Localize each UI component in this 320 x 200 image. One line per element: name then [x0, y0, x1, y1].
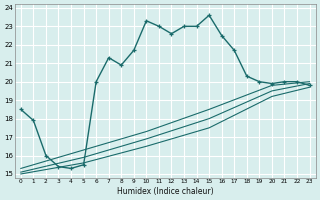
X-axis label: Humidex (Indice chaleur): Humidex (Indice chaleur) — [117, 187, 213, 196]
